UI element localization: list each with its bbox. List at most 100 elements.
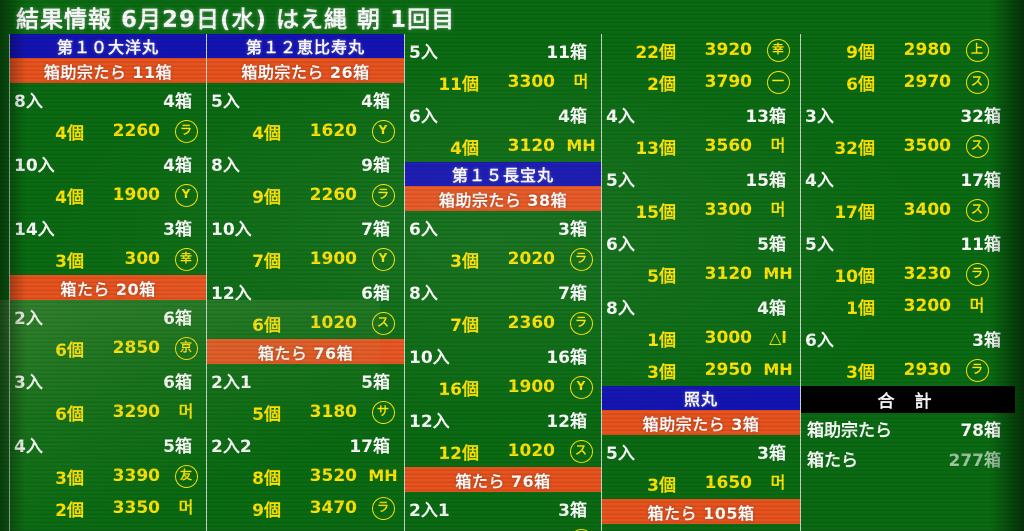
quantity-value: 3個 xyxy=(55,468,84,489)
size-label: 6入 xyxy=(409,106,438,127)
mark-cell: 머 xyxy=(160,498,206,519)
mark-cell: △l xyxy=(752,328,800,349)
quantity-value: 7個 xyxy=(450,315,479,336)
detail-row: 11個 3300 머 xyxy=(405,66,601,98)
box-count: 5箱 xyxy=(361,372,390,393)
mark-cell: ス xyxy=(555,439,601,463)
size-label: 6入 xyxy=(805,330,834,351)
detail-row: 3個 1650 머 xyxy=(602,467,800,499)
size-row: 10入 4箱 xyxy=(10,147,206,179)
size-row: 4入 13箱 xyxy=(602,98,800,130)
price-value: 3500 xyxy=(903,136,951,156)
size-row: 5入 3箱 xyxy=(602,435,800,467)
buyer-mark-icon: MH xyxy=(763,263,793,283)
size-row: 6入 3箱 xyxy=(801,322,1015,354)
buyer-mark-icon: 一 xyxy=(766,70,790,94)
detail-row: 4個 2260 ラ xyxy=(10,115,206,147)
size-label: 2入1 xyxy=(211,372,252,393)
detail-row: 3個 300 幸 xyxy=(10,243,206,275)
total-value: 277箱 xyxy=(948,450,1002,471)
price-value: 2850 xyxy=(112,338,160,358)
quantity-value: 17個 xyxy=(834,202,875,223)
quantity-value: 6個 xyxy=(846,74,875,95)
quantity-value: 8個 xyxy=(252,468,281,489)
box-count: 4箱 xyxy=(163,155,192,176)
detail-row: 1個 3200 머 xyxy=(801,290,1015,322)
price-value: 2260 xyxy=(112,121,160,141)
total-value: 78箱 xyxy=(960,420,1001,441)
box-count: 6箱 xyxy=(163,308,192,329)
buyer-mark-icon: 머 xyxy=(178,497,194,517)
box-count: 13箱 xyxy=(745,106,786,127)
buyer-mark-icon: ラ xyxy=(371,496,395,520)
category-header: 箱たら 76箱 xyxy=(207,339,404,364)
detail-row: 8個 3520 MH xyxy=(207,460,404,492)
quantity-value: 16個 xyxy=(438,379,479,400)
buyer-mark-icon: ラ xyxy=(569,311,593,335)
quantity-value: 9個 xyxy=(252,187,281,208)
price-value: 3400 xyxy=(903,200,951,220)
box-count: 5箱 xyxy=(163,436,192,457)
buyer-mark-icon: ス xyxy=(965,134,989,158)
size-label: 6入 xyxy=(606,234,635,255)
box-count: 3箱 xyxy=(163,528,192,531)
price-value: 1020 xyxy=(309,313,357,333)
mark-cell: Y xyxy=(160,183,206,207)
mark-cell: Y xyxy=(357,247,404,271)
size-row: 12入 12箱 xyxy=(405,403,601,435)
mark-cell: 머 xyxy=(752,136,800,157)
buyer-mark-icon: MH xyxy=(763,359,793,379)
mark-cell: ラ xyxy=(357,183,404,207)
size-label: 4入 xyxy=(606,106,635,127)
buyer-mark-icon: 幸 xyxy=(174,247,198,271)
detail-row: 6個 2970 ス xyxy=(801,66,1015,98)
size-row: 4入 17箱 xyxy=(801,162,1015,194)
results-column-4: 22個 3920 幸 2個 3790 一 4入 13箱 13個 3560 머 5入 15箱 15個 3300… xyxy=(601,34,800,531)
category-header: 箱助宗たら 11箱 xyxy=(10,58,206,83)
quantity-value: 2個 xyxy=(647,74,676,95)
box-count: 3箱 xyxy=(558,219,587,240)
box-count: 16箱 xyxy=(546,347,587,368)
box-count: 4箱 xyxy=(757,298,786,319)
box-count: 3箱 xyxy=(757,443,786,464)
size-label: 10入 xyxy=(14,155,55,176)
size-row: 8入 9箱 xyxy=(207,147,404,179)
size-row: 10入 7箱 xyxy=(207,211,404,243)
buyer-mark-icon: ラ xyxy=(965,262,989,286)
buyer-mark-icon: ラ xyxy=(371,183,395,207)
price-value: 2980 xyxy=(903,40,951,60)
buyer-mark-icon: ス xyxy=(965,198,989,222)
size-row: 3入 22箱 xyxy=(207,524,404,531)
box-count: 6箱 xyxy=(361,283,390,304)
price-value: 3520 xyxy=(309,466,357,486)
mark-cell: Y xyxy=(357,119,404,143)
size-label: 5入 xyxy=(805,234,834,255)
total-label: 箱たら xyxy=(807,450,858,471)
buyer-mark-icon: ラ xyxy=(965,358,989,382)
size-label: 8入 xyxy=(409,283,438,304)
buyer-mark-icon: 머 xyxy=(573,71,589,91)
buyer-mark-icon: ス xyxy=(569,439,593,463)
mark-cell: 友 xyxy=(160,464,206,488)
detail-row: 10個 3230 ラ xyxy=(801,258,1015,290)
price-value: 3120 xyxy=(704,264,752,284)
detail-row: 4個 1900 Y xyxy=(10,179,206,211)
size-label: 3入 xyxy=(211,528,240,531)
price-value: 3000 xyxy=(704,328,752,348)
size-row: 2入 6箱 xyxy=(10,300,206,332)
mark-cell: ラ xyxy=(555,247,601,271)
size-row: 2入1 3箱 xyxy=(405,492,601,524)
total-row: 箱助宗たら 78箱 xyxy=(801,413,1015,443)
price-value: 300 xyxy=(124,249,161,269)
mark-cell: Y xyxy=(555,375,601,399)
quantity-value: 4個 xyxy=(55,123,84,144)
detail-row: 32個 3500 ス xyxy=(801,130,1015,162)
mark-cell: 머 xyxy=(951,296,1003,317)
detail-row: 4個 3120 MH xyxy=(405,130,601,162)
price-value: 2260 xyxy=(309,185,357,205)
buyer-mark-icon: ス xyxy=(371,311,395,335)
mark-cell: MH xyxy=(752,264,800,285)
detail-row: 3個 3390 友 xyxy=(10,460,206,492)
size-label: 2入 xyxy=(14,308,43,329)
